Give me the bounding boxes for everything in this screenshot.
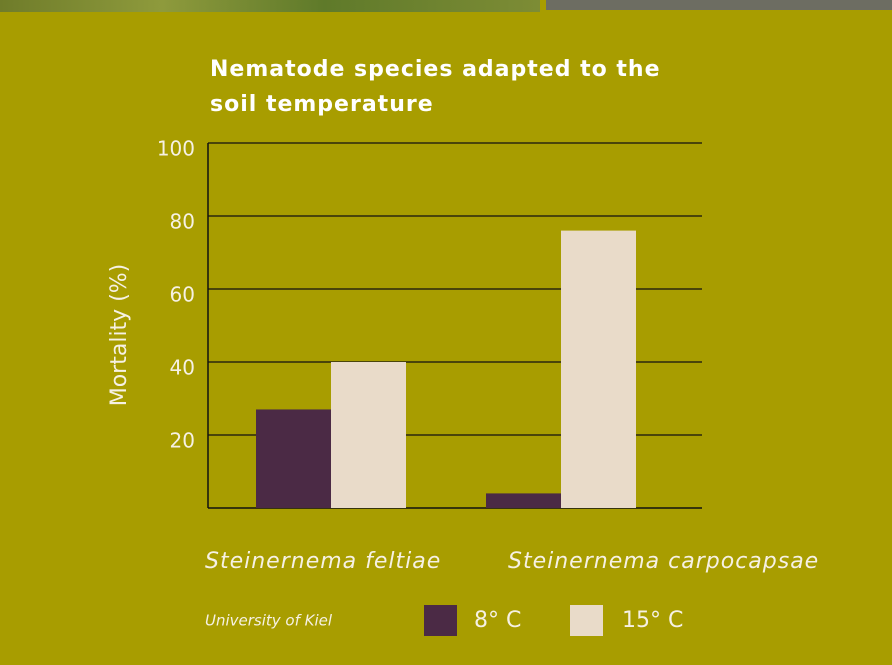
legend-swatch bbox=[570, 605, 603, 636]
legend-swatch bbox=[424, 605, 457, 636]
y-tick-label: 20 bbox=[170, 429, 195, 453]
source: University of Kiel bbox=[205, 612, 333, 630]
y-tick-label: 40 bbox=[170, 356, 195, 380]
y-tick-label: 80 bbox=[170, 210, 195, 234]
legend-label: 15° C bbox=[622, 608, 683, 633]
x-tick-label: Steinernema carpocapsae bbox=[508, 549, 819, 574]
header-image bbox=[546, 0, 892, 10]
legend-label: 8° C bbox=[474, 608, 521, 633]
bar bbox=[331, 362, 406, 508]
page: {"chart_data": {"type": "bar", "title": … bbox=[0, 0, 892, 665]
y-tick-label: 100 bbox=[157, 137, 195, 161]
bar bbox=[561, 231, 636, 508]
chart-title: Nematode species adapted to the soil tem… bbox=[210, 52, 690, 122]
header-image bbox=[0, 0, 540, 12]
bar bbox=[486, 493, 561, 508]
y-tick-label: 60 bbox=[170, 283, 195, 307]
bar bbox=[256, 409, 331, 508]
y-axis-label: Mortality (%) bbox=[107, 264, 132, 407]
x-tick-label: Steinernema feltiae bbox=[205, 549, 441, 574]
